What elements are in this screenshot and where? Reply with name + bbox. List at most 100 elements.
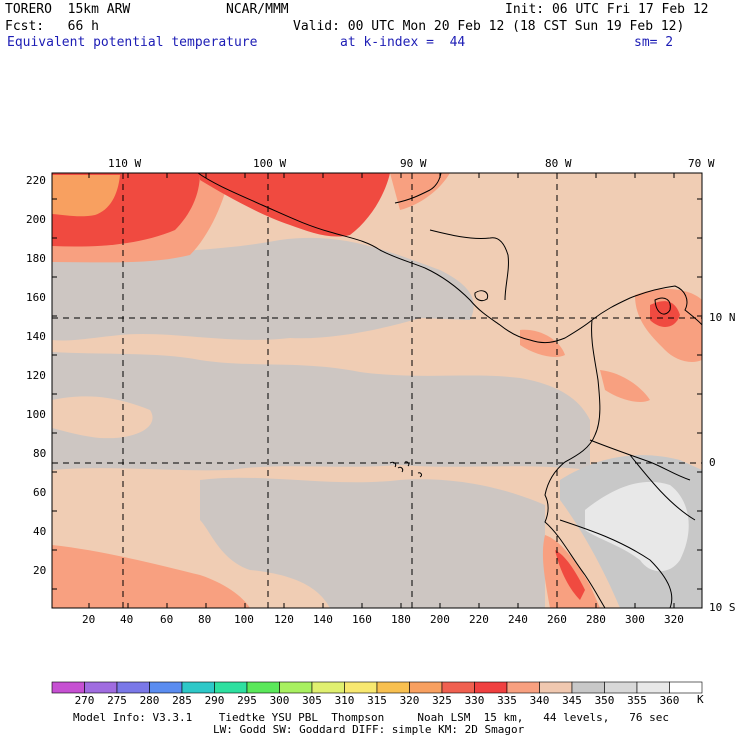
bottom-tick-label: 140	[313, 613, 333, 626]
colorbar-level-label: 320	[399, 694, 420, 707]
lat-label-10s: 10 S	[709, 601, 736, 614]
colorbar-swatch	[279, 681, 313, 694]
model-info: Model Info: V3.3.1 Tiedtke YSU PBL Thomp…	[73, 711, 670, 724]
bottom-tick-label: 120	[274, 613, 294, 626]
lon-label-110w: 110 W	[108, 157, 142, 170]
border-andes	[559, 439, 696, 609]
lat-label-equator: 0	[709, 456, 716, 469]
colorbar-level-label: 290	[204, 694, 225, 707]
grey-band-south	[200, 477, 545, 608]
bottom-tick-label: 200	[430, 613, 450, 626]
colorbar-level-label: 280	[139, 694, 160, 707]
left-tick-label: 140	[26, 330, 46, 343]
colorbar-swatch	[604, 681, 638, 694]
colorbar-level-label: 330	[464, 694, 485, 707]
left-tick-label: 160	[26, 291, 46, 304]
bottom-tick-label: 80	[198, 613, 212, 626]
peach-west	[52, 396, 153, 439]
bottom-tick-label: 20	[82, 613, 96, 626]
level-label: at k-index = 44	[340, 35, 466, 50]
warm-panama	[520, 329, 565, 357]
warm-colombia-coast	[600, 370, 650, 402]
coast-mexico	[197, 172, 426, 269]
colorbar-swatch	[214, 681, 248, 694]
hot-north-coast	[200, 173, 390, 237]
colorbar-level-label: 335	[497, 694, 517, 707]
center-name: NCAR/MMM	[226, 2, 289, 17]
left-tick-label: 120	[26, 369, 46, 382]
colorbar-level-label: 360	[659, 694, 680, 707]
forecast-hour: Fcst: 66 h	[5, 19, 99, 34]
colorbar-swatch	[636, 681, 670, 694]
colorbar-level-label: 315	[367, 694, 387, 707]
left-tick-label: 20	[33, 564, 47, 577]
colorbar-swatch	[116, 681, 150, 694]
colorbar-swatch	[376, 681, 410, 694]
bottom-tick-label: 60	[160, 613, 174, 626]
colorbar-swatch	[181, 681, 215, 694]
left-tick-label: 80	[33, 447, 47, 460]
field-name: Equivalent potential temperature	[7, 35, 258, 50]
left-tick-label: 220	[26, 174, 46, 187]
lon-label-70w: 70 W	[688, 157, 715, 170]
left-tick-label: 40	[33, 525, 47, 538]
map-field	[52, 173, 702, 608]
coast-central-america	[424, 267, 593, 344]
coast-caribbean-island	[654, 297, 671, 315]
colorbar-level-label: 285	[172, 694, 192, 707]
coast-venezuela	[591, 285, 703, 326]
hot-northwest-core	[52, 175, 120, 217]
hot-peru-coast	[555, 550, 585, 600]
bottom-tick-label: 100	[234, 613, 254, 626]
colorbar-swatch	[539, 681, 573, 694]
colorbar-level-label: 345	[562, 694, 582, 707]
warm-southwest	[52, 545, 250, 608]
colorbar-swatch	[84, 681, 118, 694]
colorbar-swatch	[571, 681, 605, 694]
physics-info: LW: Godd SW: Goddard DIFF: simple KM: 2D…	[213, 723, 525, 736]
lon-label-100w: 100 W	[253, 157, 287, 170]
colorbar-swatch	[441, 681, 475, 694]
colorbar-level-label: 340	[529, 694, 550, 707]
bottom-tick-label: 180	[391, 613, 411, 626]
bottom-tick-label: 40	[120, 613, 134, 626]
colorbar	[51, 681, 703, 694]
colorbar-swatch	[409, 681, 443, 694]
colorbar-swatch	[669, 681, 703, 694]
bottom-tick-label: 280	[586, 613, 606, 626]
left-tick-label: 180	[26, 252, 46, 265]
axis-ticks	[52, 173, 702, 608]
colorbar-level-label: 310	[334, 694, 355, 707]
colorbar-unit: K	[697, 693, 704, 706]
left-tick-label: 60	[33, 486, 47, 499]
bottom-tick-label: 220	[469, 613, 489, 626]
light-grey-andes	[585, 481, 689, 572]
lat-label-10n: 10 N	[709, 311, 736, 324]
colorbar-level-label: 355	[627, 694, 647, 707]
colorbar-swatch	[246, 681, 280, 694]
bottom-tick-label: 300	[625, 613, 645, 626]
colorbar-level-label: 295	[237, 694, 257, 707]
bottom-tick-label: 240	[508, 613, 528, 626]
model-name: TORERO 15km ARW	[5, 2, 131, 17]
valid-time: Valid: 00 UTC Mon 20 Feb 12 (18 CST Sun …	[293, 19, 685, 34]
lon-label-80w: 80 W	[545, 157, 572, 170]
grey-band-central	[52, 352, 590, 471]
bottom-tick-label: 160	[352, 613, 372, 626]
lake-nicaragua	[474, 290, 489, 302]
colorbar-swatch	[51, 681, 85, 694]
colorbar-swatch	[344, 681, 378, 694]
colorbar-swatch	[506, 681, 540, 694]
graticule	[52, 173, 702, 608]
left-tick-label: 200	[26, 213, 46, 226]
colorbar-swatch	[311, 681, 345, 694]
colorbar-level-label: 305	[302, 694, 322, 707]
colorbar-swatch	[149, 681, 183, 694]
colorbar-level-label: 350	[594, 694, 615, 707]
colorbar-level-label: 275	[107, 694, 127, 707]
grey-band-north	[52, 237, 474, 341]
bottom-tick-label: 260	[547, 613, 567, 626]
map-frame	[51, 172, 703, 609]
smoothing-label: sm= 2	[634, 35, 674, 50]
